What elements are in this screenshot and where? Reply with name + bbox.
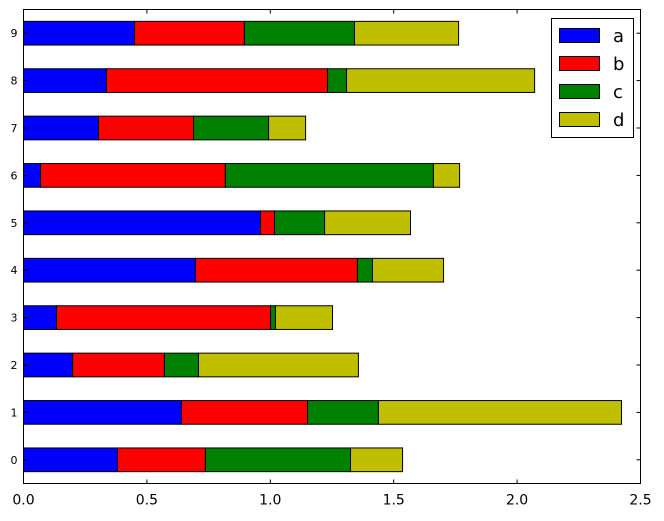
bar-c-6: [224, 163, 434, 188]
bar-b-1: [180, 400, 309, 425]
bar-b-4: [195, 257, 358, 283]
bar-a-7: [23, 115, 100, 141]
y-tick-label: 0: [11, 454, 18, 467]
bar-d-6: [432, 163, 461, 188]
bar-a-3: [23, 305, 58, 330]
bar-d-9: [353, 20, 460, 46]
bar-c-0: [204, 447, 352, 473]
bar-a-5: [23, 210, 261, 236]
bar-a-2: [23, 352, 74, 378]
bar-d-1: [377, 400, 622, 425]
x-tick-label: 2.5: [629, 493, 651, 509]
bar-d-0: [350, 447, 404, 473]
bar-c-9: [243, 20, 355, 46]
bar-c-1: [307, 400, 379, 425]
bar-b-2: [72, 352, 165, 378]
y-tick-label: 5: [11, 217, 18, 230]
y-tick-label: 4: [11, 264, 18, 277]
bar-a-4: [23, 257, 197, 283]
bar-c-3: [270, 305, 276, 330]
x-tick-label: 2.0: [506, 493, 528, 509]
y-tick-label: 6: [11, 169, 18, 182]
legend-swatch-a: [559, 28, 600, 43]
bar-d-7: [268, 115, 307, 141]
legend-swatch-d: [559, 112, 600, 127]
bar-b-5: [259, 210, 275, 236]
plot-frame: [23, 9, 641, 484]
bar-d-2: [197, 352, 359, 378]
bar-b-3: [56, 305, 272, 330]
x-tick-label: 0.5: [136, 493, 158, 509]
bar-a-0: [23, 447, 119, 473]
bar-b-7: [98, 115, 195, 141]
bar-b-9: [134, 20, 245, 46]
bar-b-8: [105, 68, 329, 93]
bar-c-8: [327, 68, 348, 93]
y-tick-label: 3: [11, 312, 18, 325]
bar-a-9: [23, 20, 136, 46]
y-tick-label: 1: [11, 406, 18, 419]
y-tick-label: 9: [11, 27, 18, 40]
x-tick-label: 1.0: [259, 493, 281, 509]
bar-b-0: [117, 447, 206, 473]
bar-c-7: [193, 115, 270, 141]
bar-b-6: [40, 163, 226, 188]
bar-c-2: [163, 352, 199, 378]
bars-group: [23, 20, 622, 473]
x-tick-label: 0.0: [12, 493, 34, 509]
legend-label-d: d: [613, 110, 624, 131]
bar-a-8: [23, 68, 107, 93]
bar-d-5: [324, 210, 411, 236]
bar-c-4: [356, 257, 373, 283]
bar-d-3: [274, 305, 333, 330]
legend-swatch-c: [559, 84, 600, 99]
y-tick-label: 8: [11, 75, 18, 88]
legend-label-a: a: [613, 26, 624, 47]
x-tick-label: 1.5: [383, 493, 405, 509]
legend-swatch-b: [559, 56, 600, 71]
y-tick-label: 7: [11, 122, 18, 135]
bar-c-5: [273, 210, 326, 236]
bar-d-4: [371, 257, 445, 283]
bar-a-1: [23, 400, 182, 425]
y-tick-label: 2: [11, 359, 18, 372]
legend-label-b: b: [613, 54, 624, 75]
bar-d-8: [346, 68, 536, 93]
legend-label-c: c: [613, 82, 623, 103]
